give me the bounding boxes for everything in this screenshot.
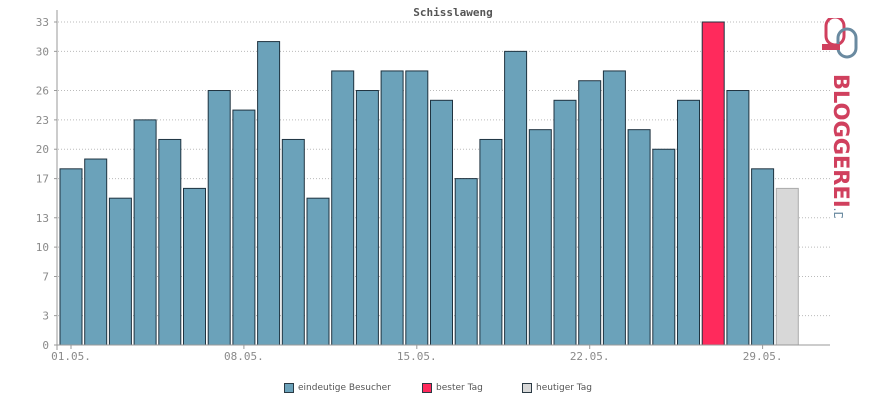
bloggerei-logo-icon [822, 18, 858, 59]
legend-item-unique-visitors: eindeutige Besucher [284, 383, 391, 393]
legend-item-today: heutiger Tag [522, 383, 592, 393]
bar-visitors-2 [84, 158, 108, 346]
bar-visitors-16 [430, 99, 453, 346]
bar-best-27 [701, 21, 725, 346]
y-tick-label: 26 [36, 85, 49, 98]
y-tick-label: 33 [36, 16, 49, 29]
legend-label: eindeutige Besucher [298, 383, 391, 393]
bar-visitors-28 [726, 90, 750, 346]
bar-visitors-18 [479, 138, 503, 346]
bar-visitors-26 [677, 99, 700, 346]
legend-swatch [522, 383, 532, 393]
legend-label: heutiger Tag [536, 383, 593, 393]
bar-visitors-11 [306, 197, 330, 346]
bar-visitors-15 [405, 70, 429, 346]
x-tick-label: 01.05. [51, 350, 91, 363]
logo-text: BLOGGEREI.DE [829, 74, 853, 218]
bar-visitors-24 [627, 129, 651, 346]
bar-today-30 [775, 187, 799, 346]
bar-visitors-14 [380, 70, 404, 346]
x-tick-label: 15.05. [397, 350, 437, 363]
y-tick-label: 17 [36, 173, 49, 186]
legend-swatch [284, 383, 294, 393]
chart-title: Schisslaweng [413, 6, 492, 19]
bar-visitors-4 [133, 119, 157, 346]
bar-visitors-17 [454, 178, 478, 346]
x-tick-label: 29.05. [743, 350, 783, 363]
bar-visitors-25 [652, 148, 676, 346]
bar-visitors-9 [257, 41, 281, 346]
bar-visitors-8 [232, 109, 256, 346]
bar-visitors-7 [207, 90, 231, 346]
bar-visitors-23 [602, 70, 626, 346]
bloggerei-logo: BLOGGEREI.DE [822, 18, 858, 218]
bar-visitors-22 [578, 80, 602, 346]
y-tick-label: 3 [42, 310, 49, 323]
bar-visitors-6 [183, 187, 206, 346]
y-tick-label: 23 [36, 114, 49, 127]
bar-visitors-3 [108, 197, 132, 346]
legend-swatch [422, 383, 432, 393]
bar-visitors-21 [553, 99, 577, 346]
bars-group [59, 21, 799, 346]
legend-label: bester Tag [436, 383, 483, 393]
bar-visitors-20 [528, 129, 552, 346]
bar-visitors-10 [281, 138, 305, 346]
bar-visitors-1 [59, 168, 83, 346]
x-tick-labels: 01.05. 08.05. 15.05. 22.05. 29.05. [51, 345, 782, 363]
axes [54, 10, 830, 350]
x-tick-label: 22.05. [570, 350, 610, 363]
bar-visitors-13 [355, 90, 379, 346]
bar-visitors-12 [331, 70, 355, 346]
y-tick-label: 13 [36, 212, 49, 225]
y-tick-labels: 0 3 7 10 13 17 20 23 26 30 33 [36, 16, 57, 352]
y-tick-label: 20 [36, 143, 49, 156]
y-tick-label: 10 [36, 241, 49, 254]
legend-item-best-day: bester Tag [422, 383, 483, 393]
bar-visitors-19 [504, 50, 528, 346]
bar-visitors-5 [158, 138, 182, 346]
legend: eindeutige Besucher bester Tag heutiger … [0, 383, 870, 401]
y-tick-label: 0 [42, 339, 49, 352]
x-tick-label: 08.05. [224, 350, 264, 363]
y-tick-label: 30 [36, 45, 49, 58]
bar-visitors-29 [751, 168, 775, 346]
y-tick-label: 7 [42, 270, 49, 283]
